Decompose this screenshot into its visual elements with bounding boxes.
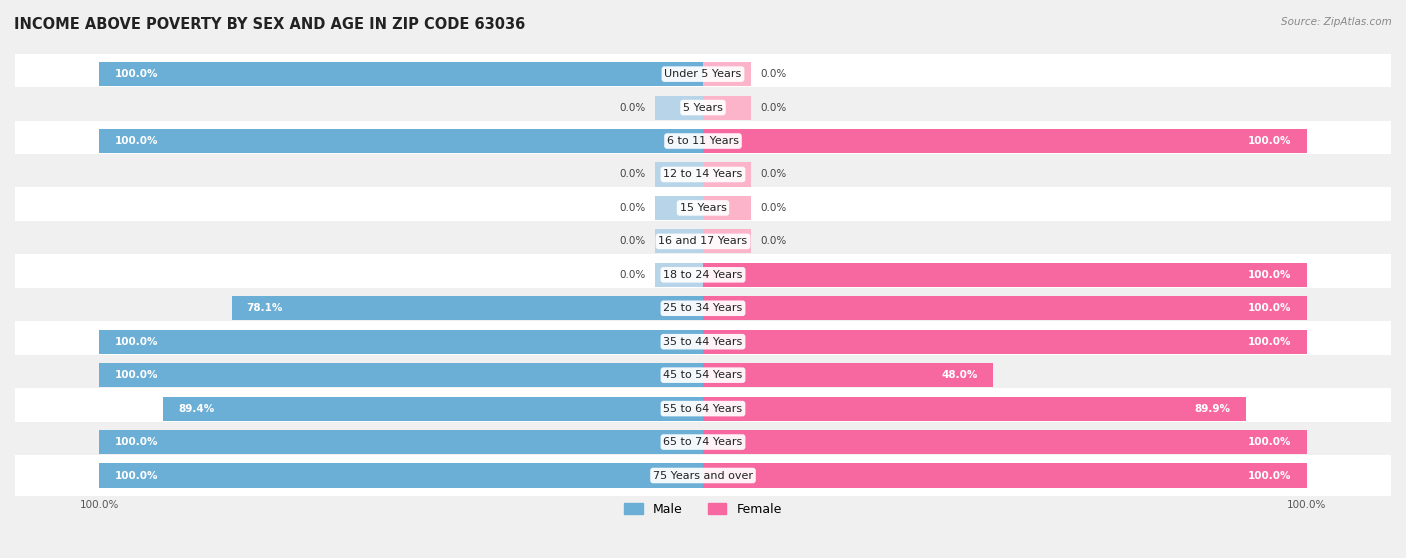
Text: 100.0%: 100.0% (1249, 303, 1292, 313)
Text: 0.0%: 0.0% (761, 103, 786, 113)
Bar (100, 62, 703, 86)
Bar (703, 430, 1306, 454)
Bar (15, 254, 1391, 295)
Bar (703, 263, 1306, 287)
Bar (703, 162, 751, 186)
Text: 100.0%: 100.0% (114, 470, 157, 480)
Legend: Male, Female: Male, Female (624, 503, 782, 516)
Text: 78.1%: 78.1% (246, 303, 283, 313)
Bar (703, 296, 1306, 320)
Bar (703, 397, 1246, 421)
Bar (100, 363, 703, 387)
Text: 0.0%: 0.0% (620, 237, 645, 247)
Bar (15, 422, 1391, 463)
Text: 55 to 64 Years: 55 to 64 Years (664, 403, 742, 413)
Bar (100, 464, 703, 488)
Text: 25 to 34 Years: 25 to 34 Years (664, 303, 742, 313)
Text: 5 Years: 5 Years (683, 103, 723, 113)
Text: 35 to 44 Years: 35 to 44 Years (664, 336, 742, 347)
Bar (163, 397, 703, 421)
Bar (15, 87, 1391, 128)
Text: 18 to 24 Years: 18 to 24 Years (664, 270, 742, 280)
Bar (15, 121, 1391, 161)
Bar (655, 263, 703, 287)
Text: 0.0%: 0.0% (761, 69, 786, 79)
Text: 45 to 54 Years: 45 to 54 Years (664, 370, 742, 380)
Text: 0.0%: 0.0% (761, 170, 786, 180)
Text: 100.0%: 100.0% (1249, 136, 1292, 146)
Text: 89.9%: 89.9% (1195, 403, 1230, 413)
Text: 65 to 74 Years: 65 to 74 Years (664, 437, 742, 447)
Bar (703, 95, 751, 119)
Text: 100.0%: 100.0% (1249, 270, 1292, 280)
Bar (655, 162, 703, 186)
Text: 100.0%: 100.0% (114, 370, 157, 380)
Text: 100.0%: 100.0% (114, 336, 157, 347)
Bar (15, 455, 1391, 496)
Text: INCOME ABOVE POVERTY BY SEX AND AGE IN ZIP CODE 63036: INCOME ABOVE POVERTY BY SEX AND AGE IN Z… (14, 17, 526, 32)
Bar (100, 330, 703, 354)
Text: 0.0%: 0.0% (620, 103, 645, 113)
Text: 89.4%: 89.4% (179, 403, 215, 413)
Bar (655, 229, 703, 253)
Bar (232, 296, 703, 320)
Text: Source: ZipAtlas.com: Source: ZipAtlas.com (1281, 17, 1392, 27)
Text: 0.0%: 0.0% (761, 203, 786, 213)
Bar (15, 154, 1391, 195)
Text: 100.0%: 100.0% (114, 437, 157, 447)
Bar (15, 221, 1391, 262)
Text: 100.0%: 100.0% (1286, 499, 1326, 509)
Bar (703, 129, 1306, 153)
Text: 12 to 14 Years: 12 to 14 Years (664, 170, 742, 180)
Text: 75 Years and over: 75 Years and over (652, 470, 754, 480)
Bar (15, 355, 1391, 396)
Bar (703, 196, 751, 220)
Bar (100, 430, 703, 454)
Bar (703, 464, 1306, 488)
Text: 0.0%: 0.0% (620, 203, 645, 213)
Bar (15, 388, 1391, 429)
Text: 100.0%: 100.0% (80, 499, 120, 509)
Text: 100.0%: 100.0% (114, 136, 157, 146)
Bar (15, 321, 1391, 362)
Text: 15 Years: 15 Years (679, 203, 727, 213)
Text: 48.0%: 48.0% (941, 370, 977, 380)
Text: 100.0%: 100.0% (1249, 470, 1292, 480)
Bar (100, 129, 703, 153)
Bar (15, 187, 1391, 228)
Text: Under 5 Years: Under 5 Years (665, 69, 741, 79)
Bar (703, 330, 1306, 354)
Text: 100.0%: 100.0% (1249, 336, 1292, 347)
Bar (703, 363, 993, 387)
Text: 16 and 17 Years: 16 and 17 Years (658, 237, 748, 247)
Bar (655, 196, 703, 220)
Bar (703, 62, 751, 86)
Text: 0.0%: 0.0% (620, 270, 645, 280)
Text: 100.0%: 100.0% (1249, 437, 1292, 447)
Bar (15, 54, 1391, 95)
Bar (15, 288, 1391, 329)
Text: 0.0%: 0.0% (761, 237, 786, 247)
Bar (703, 229, 751, 253)
Text: 6 to 11 Years: 6 to 11 Years (666, 136, 740, 146)
Bar (655, 95, 703, 119)
Text: 0.0%: 0.0% (620, 170, 645, 180)
Text: 100.0%: 100.0% (114, 69, 157, 79)
